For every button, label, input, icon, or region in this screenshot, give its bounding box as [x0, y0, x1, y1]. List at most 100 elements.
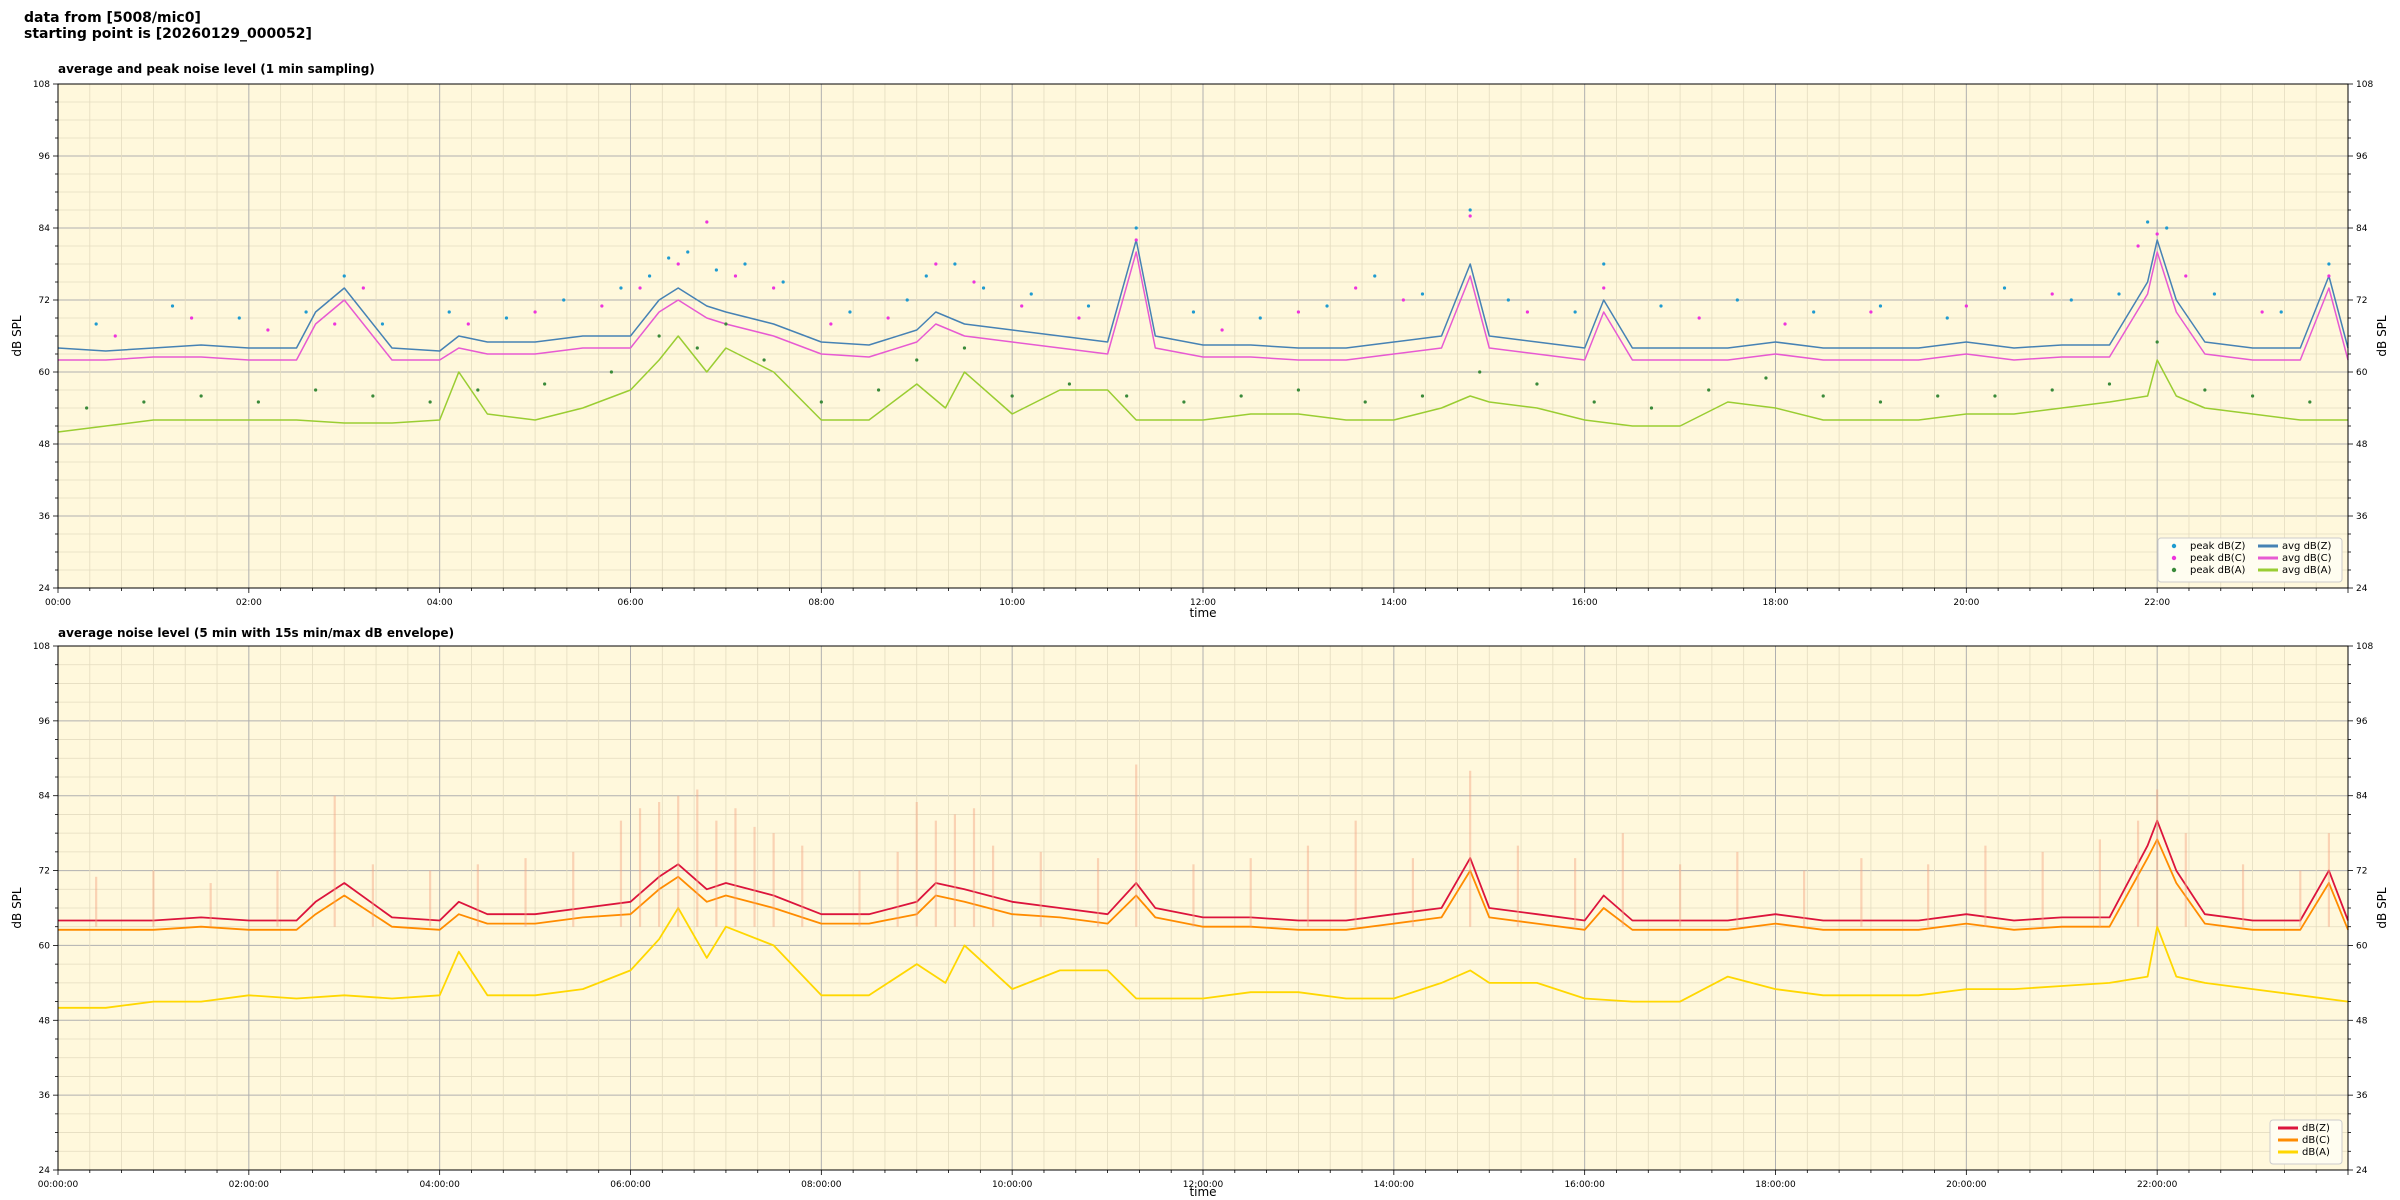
data-point — [1354, 286, 1358, 290]
data-point — [2146, 220, 2150, 224]
legend-label: dB(Z) — [2302, 1123, 2330, 1134]
legend-marker — [2171, 555, 2177, 561]
data-point — [1535, 382, 1539, 386]
data-point — [1878, 304, 1883, 308]
y-tick-label-left: 84 — [39, 792, 51, 802]
x-tick-label: 08:00:00 — [801, 1180, 842, 1190]
x-tick-label: 02:00 — [236, 598, 262, 608]
legend-label: avg dB(A) — [2282, 565, 2332, 576]
y-tick-label-right: 96 — [2356, 717, 2368, 727]
x-tick-label: 22:00 — [2144, 598, 2170, 608]
chart2-series — [58, 764, 2349, 1009]
data-point — [2327, 262, 2331, 266]
data-point — [1239, 394, 1243, 398]
legend-label: peak dB(C) — [2190, 553, 2246, 564]
x-tick-label: 10:00 — [999, 598, 1025, 608]
data-point — [85, 406, 89, 410]
x-tick-label: 10:00:00 — [992, 1180, 1033, 1190]
y-tick-label-right: 36 — [2356, 512, 2368, 522]
data-point — [772, 286, 776, 290]
x-tick-label: 16:00:00 — [1564, 1180, 1605, 1190]
average-peak-noise-chart: average and peak noise level (1 min samp… — [10, 62, 2389, 620]
data-point — [2155, 340, 2159, 344]
series-peak-db-c- — [113, 214, 2331, 338]
x-tick-label: 04:00:00 — [419, 1180, 460, 1190]
y-tick-label-right: 84 — [2356, 224, 2368, 234]
y-tick-label-left: 72 — [39, 867, 50, 877]
x-tick-label: 16:00 — [1572, 598, 1598, 608]
legend-label: avg dB(C) — [2282, 553, 2332, 564]
legend-label: avg dB(Z) — [2282, 541, 2332, 552]
data-point — [1125, 394, 1129, 398]
data-point — [2165, 226, 2169, 230]
data-point — [2203, 388, 2207, 392]
data-point — [924, 274, 928, 278]
data-point — [1363, 400, 1367, 404]
x-tick-label: 02:00:00 — [229, 1180, 270, 1190]
data-point — [876, 388, 881, 392]
y-tick-label-left: 24 — [39, 1166, 51, 1176]
data-point — [1010, 394, 1014, 398]
data-point — [1659, 304, 1663, 308]
average-noise-envelope-chart: average noise level (5 min with 15s min/… — [10, 626, 2389, 1199]
y-tick-label-right: 108 — [2356, 642, 2373, 652]
data-point — [1296, 388, 1301, 392]
data-point — [829, 322, 833, 326]
data-point — [1182, 400, 1186, 404]
legend-marker — [2171, 543, 2177, 549]
series-avg-db-z- — [57, 239, 2349, 352]
data-point — [170, 304, 175, 308]
data-point — [304, 310, 308, 314]
data-point — [199, 394, 203, 398]
y-tick-label-left: 96 — [39, 717, 51, 727]
data-point — [886, 316, 890, 320]
y-tick-label-right: 60 — [2356, 941, 2368, 951]
data-point — [1086, 304, 1091, 308]
series-db-z- — [58, 819, 2349, 922]
x-tick-label: 00:00 — [45, 598, 71, 608]
data-point — [1869, 310, 1873, 314]
data-point — [113, 334, 117, 338]
data-point — [915, 358, 919, 362]
data-point — [476, 388, 480, 392]
data-point — [1812, 310, 1816, 314]
chart2-title: average noise level (5 min with 15s min/… — [58, 626, 454, 640]
data-point — [962, 346, 967, 350]
y-tick-label-right: 36 — [2356, 1091, 2368, 1101]
series-peak-db-a- — [85, 322, 2312, 410]
data-point — [981, 286, 986, 290]
data-point — [1945, 316, 1949, 320]
x-tick-label: 06:00 — [618, 598, 644, 608]
data-point — [1821, 394, 1825, 398]
x-tick-label: 04:00 — [427, 598, 453, 608]
data-point — [1602, 286, 1606, 290]
y-tick-label-left: 108 — [33, 80, 50, 90]
data-point — [1191, 310, 1196, 314]
data-point — [2212, 292, 2217, 296]
chart1-legend: peak dB(Z) avg dB(Z) peak dB(C) avg dB(C) pe… — [2157, 537, 2343, 583]
data-point — [705, 220, 709, 224]
data-point — [1220, 328, 1224, 332]
chart1-series — [57, 208, 2349, 433]
data-point — [142, 400, 146, 404]
chart2-axes: 108 108 96 96 84 84 72 72 60 60 48 48 36 36 24 24 00:00:… — [33, 642, 2374, 1190]
data-point — [619, 286, 623, 290]
data-point — [905, 298, 909, 302]
data-point — [743, 262, 747, 266]
y-tick-label-left: 24 — [39, 584, 51, 594]
data-point — [1573, 310, 1577, 314]
chart2-y-axis-label-left: dB SPL — [10, 887, 24, 929]
data-point — [1735, 298, 1739, 302]
chart2-plot-border — [57, 645, 2349, 1171]
series-avg-db-a- — [57, 335, 2348, 433]
data-point — [361, 286, 365, 290]
data-point — [466, 322, 470, 326]
data-point — [314, 388, 318, 392]
legend-box — [2157, 537, 2343, 583]
data-point — [714, 268, 718, 272]
x-tick-label: 20:00 — [1953, 598, 1979, 608]
data-point — [1373, 274, 1377, 278]
data-point — [1296, 310, 1301, 314]
y-tick-label-right: 108 — [2356, 80, 2373, 90]
y-tick-label-right: 96 — [2356, 152, 2368, 162]
